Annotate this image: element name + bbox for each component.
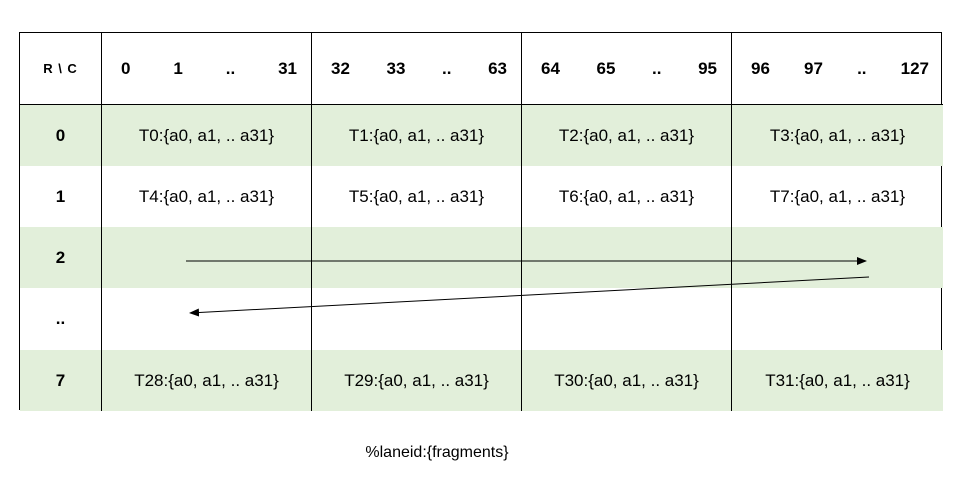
- row-label: 1: [20, 166, 102, 227]
- fragment-cell: [732, 288, 943, 350]
- fragment-layout-table: R \ C 0 1 .. 31 32 33 .. 63 64 65 .. 95 …: [19, 32, 943, 411]
- column-index: 33: [386, 58, 406, 78]
- row-label: 7: [20, 350, 102, 411]
- fragment-cell: T6:{a0, a1, .. a31}: [522, 166, 732, 227]
- fragment-cell: [102, 227, 312, 288]
- fragment-cell: T5:{a0, a1, .. a31}: [312, 166, 522, 227]
- fragment-cell: [312, 288, 522, 350]
- fragment-cell: T2:{a0, a1, .. a31}: [522, 105, 732, 166]
- column-index: 65: [596, 58, 616, 78]
- column-index: 64: [541, 58, 560, 78]
- column-ellipsis: ..: [857, 58, 867, 78]
- column-ellipsis: ..: [652, 58, 662, 78]
- fragment-cell: [732, 227, 943, 288]
- column-index: 0: [121, 58, 131, 78]
- column-index: 127: [900, 58, 929, 78]
- fragment-cell: T28:{a0, a1, .. a31}: [102, 350, 312, 411]
- fragment-cell: T31:{a0, a1, .. a31}: [732, 350, 943, 411]
- fragment-cell: T4:{a0, a1, .. a31}: [102, 166, 312, 227]
- column-index: 1: [173, 58, 183, 78]
- column-index: 63: [488, 58, 507, 78]
- column-index: 97: [804, 58, 823, 78]
- row-label: ..: [20, 288, 102, 350]
- row-label: 2: [20, 227, 102, 288]
- fragment-cell: T30:{a0, a1, .. a31}: [522, 350, 732, 411]
- caption: %laneid:{fragments}: [365, 444, 509, 461]
- column-ellipsis: ..: [225, 58, 236, 78]
- fragment-cell: T3:{a0, a1, .. a31}: [732, 105, 943, 166]
- fragment-cell: T7:{a0, a1, .. a31}: [769, 186, 906, 206]
- fragment-cell: [522, 227, 732, 288]
- column-header-group-0: 0 1 .. 31: [102, 33, 312, 105]
- column-header-group-3: 96 97 .. 127: [732, 33, 943, 105]
- column-ellipsis: ..: [442, 58, 452, 78]
- fragment-cell: [102, 288, 312, 350]
- column-header-group-2: 64 65 .. 95: [522, 33, 732, 105]
- fragment-cell: T0:{a0, a1, .. a31}: [102, 105, 312, 166]
- fragment-cell: T29:{a0, a1, .. a31}: [312, 350, 522, 411]
- column-index: 96: [751, 58, 770, 78]
- row-label: 0: [20, 105, 102, 166]
- fragment-cell: [522, 288, 732, 350]
- column-header-group-1: 32 33 .. 63: [312, 33, 522, 105]
- fragment-cell: T1:{a0, a1, .. a31}: [312, 105, 522, 166]
- column-index: 95: [698, 58, 717, 78]
- column-index: 32: [331, 58, 350, 78]
- corner-header: R \ C: [20, 33, 102, 105]
- fragment-cell: [312, 227, 522, 288]
- column-index: 31: [278, 58, 297, 78]
